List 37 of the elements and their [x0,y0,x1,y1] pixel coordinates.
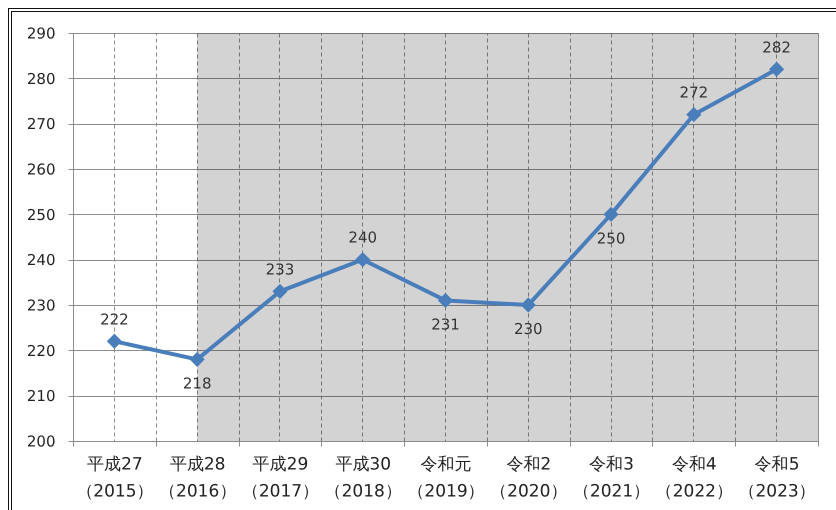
x-tick-label: 令和2（2020） [490,454,568,502]
point [603,206,619,222]
data-label: 233 [266,260,294,278]
data-label: 230 [514,320,543,338]
y-tick-label: 240 [26,251,56,270]
x-tick-label: 令和3（2021） [572,454,650,502]
y-tick-label: 200 [26,432,56,450]
data-label: 218 [182,374,212,392]
point [520,297,536,313]
data-label: 272 [680,84,708,102]
data-label: 240 [348,228,378,247]
data-label: 222 [100,310,129,328]
y-tick-label: 270 [26,115,56,134]
data-label: 282 [762,38,791,56]
y-tick-label: 230 [26,296,56,314]
point [106,334,122,349]
x-tick-label: 平成27（2015） [76,454,154,502]
x-tick-label: 平成30（2018） [324,454,402,502]
x-tick-label: 平成29（2017） [242,454,320,502]
data-label: 250 [596,229,626,248]
y-tick-label: 290 [26,24,56,42]
point [190,352,205,367]
x-tick-label: 令和元（2019） [407,454,485,502]
point [355,252,370,268]
y-tick-label: 260 [26,160,56,178]
point [438,292,454,308]
x-tick-label: 令和4（2022） [656,454,733,502]
y-tick-label: 250 [26,206,56,224]
point [272,284,288,299]
y-tick-label: 220 [26,342,56,360]
data-label: 231 [431,315,460,334]
y-tick-label: 210 [26,387,56,406]
y-tick-label: 280 [26,70,56,88]
point [769,62,784,77]
x-tick-label: 平成28（2016） [159,454,236,502]
point [686,107,702,122]
x-tick-label: 令和5（2023） [738,454,816,502]
